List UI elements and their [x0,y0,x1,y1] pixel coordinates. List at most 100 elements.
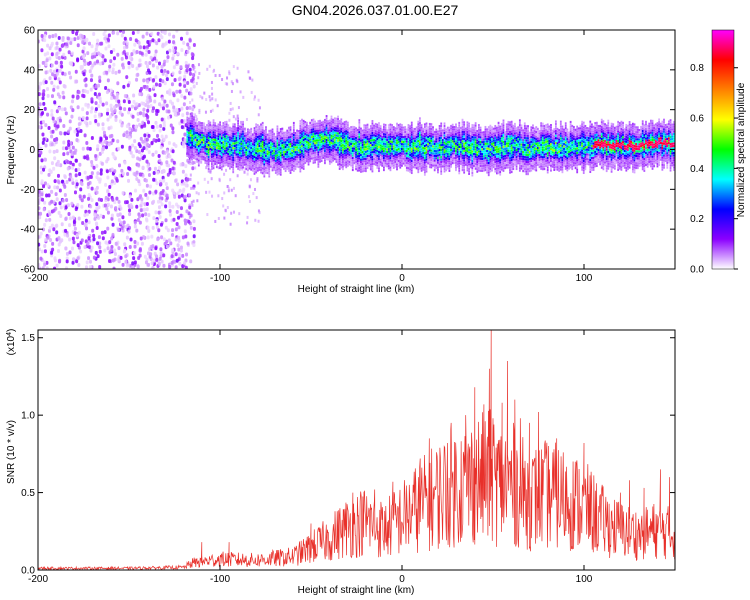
spectrogram-cell [74,168,78,173]
spectrogram-cell [419,119,421,122]
spectrogram-cell [356,162,359,165]
spectrogram-cell [360,137,362,140]
spectrogram-cell [428,158,431,161]
spectrogram-cell [327,155,330,159]
spectrogram-cell [83,120,87,125]
spectrogram-cell [47,172,51,177]
spectrogram-cell [345,151,348,154]
spectrogram-cell [387,124,390,127]
spectrogram-cell [453,152,456,155]
spectrogram-cell [142,188,146,193]
spectrogram-cell [410,159,413,163]
spectrogram-cell [52,149,56,154]
spectrogram-cell [242,166,244,169]
spectrogram-cell [229,141,231,144]
spectrogram-cell [432,128,434,131]
spectrogram-cell [384,162,387,165]
spectrogram-cell [43,157,47,162]
spectrogram-cell [158,256,162,261]
spectrogram-cell [117,163,121,168]
spectrogram-cell [103,139,107,144]
spectrogram-cell [63,72,67,77]
spectrogram-cell [204,128,207,131]
spectrogram-cell [448,160,451,163]
spectrogram-cell [250,135,253,138]
spectrogram-cell [243,142,246,145]
spectrogram-cell [210,86,213,90]
spectrogram-cell [206,131,208,134]
spectrogram-cell [211,143,213,147]
spectrogram-cell [224,142,226,145]
spectrogram-cell [127,110,131,115]
spectrogram-cell [219,123,221,126]
spectrogram-cell [269,144,272,147]
spectrogram-cell [159,247,163,252]
spectrogram-cell [180,94,184,99]
spectrogram-cell [445,152,448,155]
spectrogram-cell [273,154,276,157]
spectrogram-cell [320,155,323,158]
spectrogram-cell [356,169,359,172]
spectrogram-cell [384,143,387,146]
spectrogram-cell [345,156,348,159]
spectrogram-cell [156,65,160,70]
spectrogram-cell [248,141,251,144]
spectrogram-cell [350,164,353,167]
spectrogram-cell [184,164,188,169]
spectrogram-cell [440,155,443,159]
spectrogram-cell [151,244,155,249]
spectrogram-cell [325,150,328,154]
spectrogram-cell [146,108,150,113]
spectrogram-cell [378,134,380,137]
spectrogram-cell [111,258,115,263]
spectrogram-cell [453,157,456,160]
spectrogram-cell [220,149,223,152]
spectrogram-cell [389,147,392,150]
spectrogram-cell [450,148,452,152]
spectrogram-cell [427,147,430,151]
spectrogram-cell [146,196,150,201]
spectrogram-cell [391,147,393,151]
spectrogram-cell [105,70,109,75]
spectrogram-cell [185,106,189,111]
spectrogram-cell [396,127,398,130]
spectrogram-cell [265,133,267,136]
spectrogram-cell [340,137,343,140]
spectrogram-cell [448,157,451,160]
spectrogram-cell [381,164,384,167]
spectrogram-cell [206,67,209,71]
spectrogram-cell [435,162,438,165]
spectrogram-cell [256,140,259,144]
spectrogram-cell [202,131,205,135]
spectrogram-cell [202,124,205,127]
spectrogram-cell [435,145,438,148]
spectrogram-cell [360,129,362,133]
spectrogram-cell [172,49,176,54]
spectrogram-cell [212,167,215,170]
spectrogram-cell [260,140,262,143]
spectrogram-cell [180,125,184,130]
spectrogram-cell [315,132,318,135]
spectrogram-cell [402,131,405,134]
spectrogram-cell [250,142,253,145]
spectrogram-cell [455,140,457,143]
spectrogram-cell [120,33,124,38]
spectrogram-cell [437,161,439,164]
spectrogram-cell [76,243,80,248]
spectrogram-cell [120,144,124,149]
spectrogram-cell [443,165,446,168]
spectrogram-cell [155,225,159,230]
spectrogram-cell [248,138,251,141]
spectrogram-cell [48,168,52,173]
spectrogram-cell [196,199,199,203]
spectrogram-cell [188,215,191,219]
spectrogram-cell [159,181,163,186]
spectrogram-cell [261,141,264,144]
spectrogram-cell [197,161,200,165]
spectrogram-cell [245,153,248,156]
spectrogram-cell [166,90,170,95]
spectrogram-cell [379,144,382,147]
spectrogram-cell [433,166,436,169]
spectrogram-cell [192,149,195,152]
spectrogram-cell [71,236,75,241]
